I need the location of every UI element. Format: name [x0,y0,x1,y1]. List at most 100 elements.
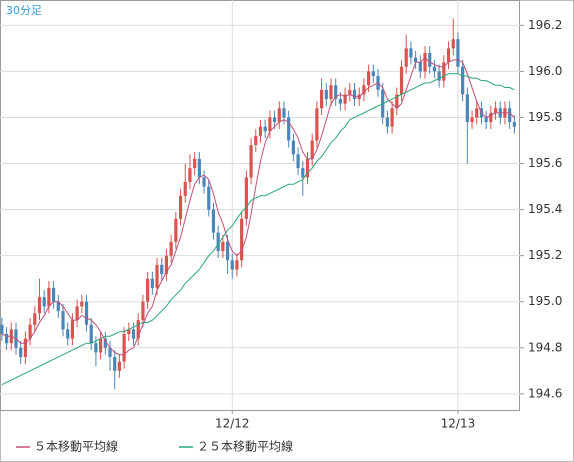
candle-body [80,301,84,307]
candle-body [244,177,248,219]
candle-body [301,168,305,178]
candle-body [47,287,51,307]
candle-body [28,324,32,339]
candle-body [399,66,404,95]
candle-body [348,89,352,95]
candle-body [164,255,169,275]
candle-body [343,94,347,104]
candle-body [150,278,154,288]
candle-body [230,260,234,270]
candle-body [117,361,122,371]
candle-body [235,260,239,270]
candle-body [461,66,465,95]
candle-body [216,232,220,252]
candle-body [456,39,460,67]
candle-body [352,89,357,100]
candle-body [221,241,225,252]
candle-body [211,209,216,233]
candle-body [188,168,192,182]
candle-body [61,310,65,330]
candle-body [263,126,267,132]
candle-body [442,62,446,81]
y-tick-label: 194.8 [528,340,562,354]
candle-body [418,62,422,72]
candle-body [287,117,291,141]
candle-body [371,71,375,77]
candle-body [127,329,131,334]
candle-body [451,39,455,49]
candle-body [56,301,60,311]
candle-body [334,85,338,100]
candle-body [512,122,516,127]
candle-body [99,338,103,353]
candle-body [432,66,437,72]
candle-body [475,108,479,118]
candle-body [508,108,512,123]
candle-body [277,108,281,123]
candle-body [193,158,197,169]
candle-body [197,158,201,178]
candle-body [324,89,328,100]
candle-body [240,218,244,261]
ma-line [1,73,515,386]
x-tick-label: 12/12 [215,417,250,431]
candle-body [268,117,272,132]
candle-body [414,57,418,63]
candle-body [94,343,98,353]
candle-body [385,117,390,127]
y-tick-label: 196.2 [528,18,562,32]
candle-body [0,324,4,334]
candle-body [484,117,488,123]
candle-body [33,313,37,325]
candle-body [465,94,469,123]
y-tick-label: 195.8 [528,110,562,124]
candle-body [103,338,107,348]
candle-body [470,117,474,123]
candle-body [141,301,145,321]
y-tick-label: 195.6 [528,156,562,170]
candle-body [446,48,451,63]
candle-body [146,278,150,302]
candle-body [395,94,399,109]
candle-body [183,181,187,196]
x-tick-label: 12/13 [441,417,476,431]
candle-body [428,52,432,67]
candle-body [305,158,310,178]
candle-body [160,264,164,275]
candle-body [296,154,300,169]
candle-body [493,108,498,113]
candle-body [169,241,173,256]
candle-body [51,287,56,302]
candle-body [489,112,493,123]
candle-body [23,338,27,358]
candle-body [291,140,295,155]
candle-body [315,108,319,141]
legend-label: ２５本移動平均線 [197,439,293,454]
candle-body [329,85,333,100]
ma-line [1,56,515,356]
candle-body [66,329,70,339]
candle-body [272,117,277,123]
candle-body [70,320,75,339]
legend-label: ５本移動平均線 [34,439,118,454]
candle-body [136,320,140,339]
candle-body [207,186,211,210]
candle-body [249,145,253,178]
y-tick-label: 195.2 [528,248,562,262]
y-tick-label: 194.6 [528,386,562,400]
candle-body [319,89,324,109]
candle-body [404,48,408,67]
candle-body [409,48,413,58]
candle-body [37,297,42,314]
candle-body [225,241,230,261]
chart-title: 30分足 [6,4,42,17]
y-tick-label: 196.0 [528,64,562,78]
candle-body [367,71,371,86]
candle-body [4,333,9,344]
candle-body [19,347,23,358]
candle-body [131,329,136,339]
candle-body [75,306,79,321]
y-tick-label: 195.4 [528,202,562,216]
